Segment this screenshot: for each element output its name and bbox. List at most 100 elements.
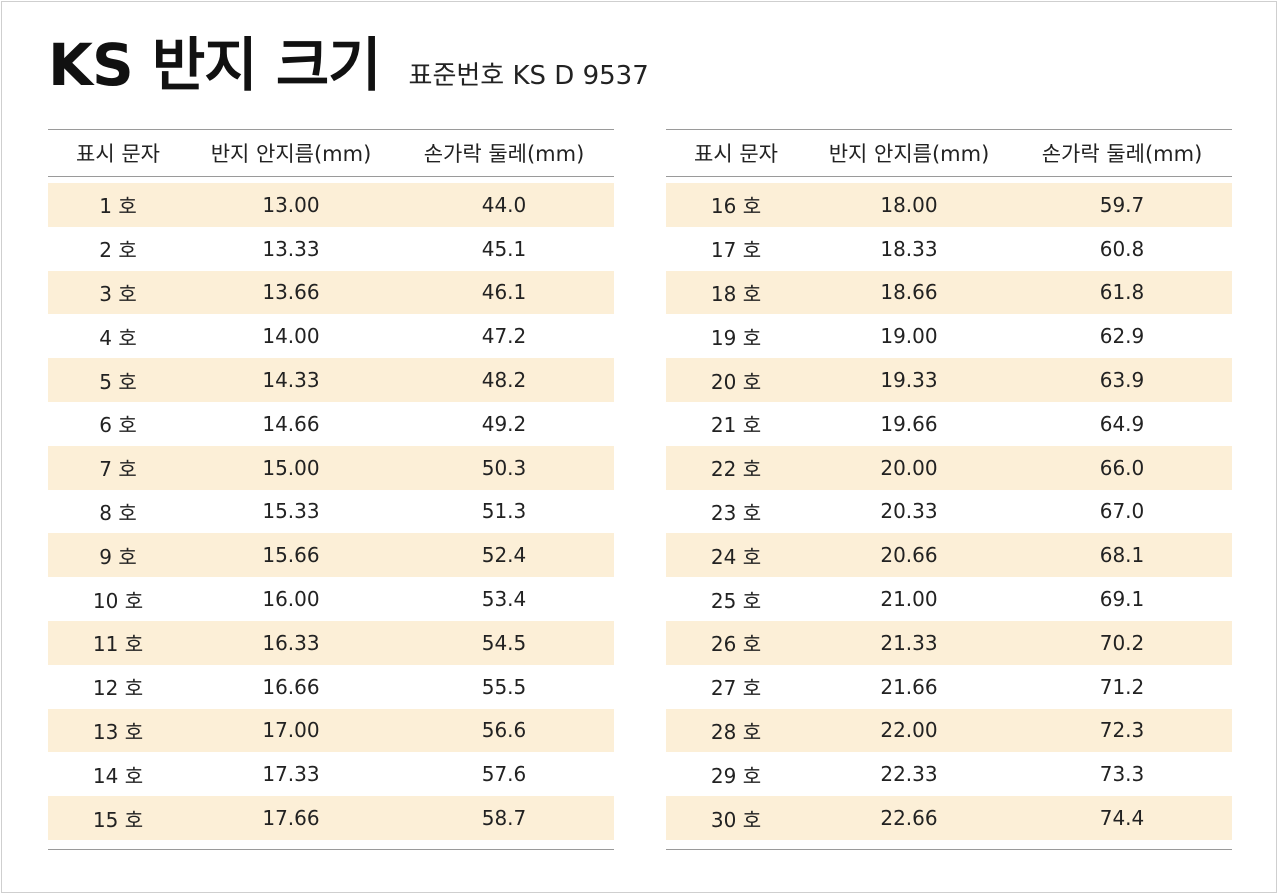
cell-finger-circumference: 71.2 bbox=[1099, 674, 1145, 699]
cell-finger-circumference: 62.9 bbox=[1099, 324, 1145, 349]
cell-inner-diameter: 15.66 bbox=[262, 543, 320, 568]
table-row: 15 호 17.66 58.7 bbox=[48, 796, 614, 840]
cell-inner-diameter: 13.66 bbox=[262, 280, 320, 305]
cell-finger-circumference: 74.4 bbox=[1099, 806, 1145, 831]
table-row: 12 호 16.66 55.5 bbox=[48, 665, 614, 709]
table-row: 2 호 13.33 45.1 bbox=[48, 227, 614, 271]
cell-inner-diameter: 17.66 bbox=[262, 806, 320, 831]
page-title: KS 반지 크기 bbox=[48, 31, 382, 99]
cell-inner-diameter: 21.00 bbox=[880, 587, 938, 612]
cell-mark: 14 호 bbox=[92, 763, 144, 788]
table-row: 11 호 16.33 54.5 bbox=[48, 620, 614, 665]
cell-inner-diameter: 18.33 bbox=[880, 236, 938, 261]
cell-finger-circumference: 54.5 bbox=[481, 630, 527, 655]
cell-finger-circumference: 66.0 bbox=[1099, 455, 1145, 480]
table-row: 30 호 22.66 74.4 bbox=[666, 796, 1232, 840]
cell-mark: 21 호 bbox=[710, 413, 762, 438]
cell-inner-diameter: 19.66 bbox=[880, 411, 938, 436]
table-header: 표시 문자 반지 안지름(mm) 손가락 둘레(mm) bbox=[48, 129, 614, 177]
cell-mark: 30 호 bbox=[710, 807, 762, 832]
cell-finger-circumference: 73.3 bbox=[1099, 762, 1145, 787]
table-row: 20 호 19.33 63.9 bbox=[666, 358, 1232, 402]
cell-inner-diameter: 22.33 bbox=[880, 762, 938, 787]
table-row: 3 호 13.66 46.1 bbox=[48, 270, 614, 315]
cell-finger-circumference: 69.1 bbox=[1099, 587, 1145, 612]
cell-finger-circumference: 56.6 bbox=[481, 718, 527, 743]
table-row: 27 호 21.66 71.2 bbox=[666, 665, 1232, 709]
cell-mark: 17 호 bbox=[710, 238, 762, 263]
cell-mark: 9 호 bbox=[99, 544, 137, 569]
cell-mark: 24 호 bbox=[710, 544, 762, 569]
cell-inner-diameter: 17.00 bbox=[262, 718, 320, 743]
cell-finger-circumference: 46.1 bbox=[481, 280, 527, 305]
cell-finger-circumference: 58.7 bbox=[481, 806, 527, 831]
table-row: 9 호 15.66 52.4 bbox=[48, 533, 614, 578]
cell-inner-diameter: 13.33 bbox=[262, 236, 320, 261]
cell-mark: 3 호 bbox=[99, 281, 137, 306]
table-row: 8 호 15.33 51.3 bbox=[48, 490, 614, 534]
cell-finger-circumference: 51.3 bbox=[481, 499, 527, 524]
table-row: 19 호 19.00 62.9 bbox=[666, 314, 1232, 358]
table-body: 16 호 18.00 59.7 17 호 18.33 60.8 18 호 18.66 61.8 1… bbox=[666, 183, 1232, 840]
table-row: 14 호 17.33 57.6 bbox=[48, 752, 614, 796]
cell-finger-circumference: 59.7 bbox=[1099, 192, 1145, 217]
header-finger-circumference: 손가락 둘레(mm) bbox=[1041, 142, 1203, 166]
cell-inner-diameter: 20.66 bbox=[880, 543, 938, 568]
cell-mark: 2 호 bbox=[99, 238, 137, 263]
title-block: KS 반지 크기 표준번호 KS D 9537 bbox=[48, 28, 649, 100]
cell-mark: 20 호 bbox=[710, 369, 762, 394]
cell-finger-circumference: 50.3 bbox=[481, 455, 527, 480]
cell-inner-diameter: 20.33 bbox=[880, 499, 938, 524]
table-row: 4 호 14.00 47.2 bbox=[48, 314, 614, 358]
cell-mark: 22 호 bbox=[710, 457, 762, 482]
cell-inner-diameter: 19.33 bbox=[880, 368, 938, 393]
table-row: 17 호 18.33 60.8 bbox=[666, 227, 1232, 271]
header-mark: 표시 문자 bbox=[76, 142, 160, 166]
table-row: 7 호 15.00 50.3 bbox=[48, 445, 614, 490]
table-bottom-rule bbox=[48, 848, 614, 850]
cell-inner-diameter: 18.00 bbox=[880, 192, 938, 217]
cell-inner-diameter: 15.33 bbox=[262, 499, 320, 524]
cell-finger-circumference: 70.2 bbox=[1099, 630, 1145, 655]
cell-mark: 19 호 bbox=[710, 325, 762, 350]
cell-inner-diameter: 20.00 bbox=[880, 455, 938, 480]
cell-mark: 7 호 bbox=[99, 457, 137, 482]
table-row: 10 호 16.00 53.4 bbox=[48, 577, 614, 621]
cell-finger-circumference: 72.3 bbox=[1099, 718, 1145, 743]
cell-mark: 25 호 bbox=[710, 588, 762, 613]
standard-number: 표준번호 KS D 9537 bbox=[408, 61, 649, 91]
cell-inner-diameter: 21.33 bbox=[880, 630, 938, 655]
cell-inner-diameter: 22.00 bbox=[880, 718, 938, 743]
cell-mark: 12 호 bbox=[92, 676, 144, 701]
header-finger-circumference: 손가락 둘레(mm) bbox=[423, 142, 585, 166]
cell-inner-diameter: 18.66 bbox=[880, 280, 938, 305]
cell-mark: 23 호 bbox=[710, 500, 762, 525]
header-mark: 표시 문자 bbox=[694, 142, 778, 166]
cell-inner-diameter: 14.00 bbox=[262, 324, 320, 349]
cell-finger-circumference: 53.4 bbox=[481, 587, 527, 612]
table-row: 16 호 18.00 59.7 bbox=[666, 183, 1232, 227]
cell-mark: 10 호 bbox=[92, 588, 144, 613]
cell-mark: 8 호 bbox=[99, 500, 137, 525]
cell-mark: 27 호 bbox=[710, 676, 762, 701]
table-header: 표시 문자 반지 안지름(mm) 손가락 둘레(mm) bbox=[666, 129, 1232, 177]
cell-mark: 1 호 bbox=[99, 194, 137, 219]
cell-finger-circumference: 67.0 bbox=[1099, 499, 1145, 524]
table-row: 24 호 20.66 68.1 bbox=[666, 533, 1232, 578]
table-row: 13 호 17.00 56.6 bbox=[48, 708, 614, 753]
cell-mark: 6 호 bbox=[99, 413, 137, 438]
cell-inner-diameter: 21.66 bbox=[880, 674, 938, 699]
cell-inner-diameter: 22.66 bbox=[880, 806, 938, 831]
table-bottom-rule bbox=[666, 848, 1232, 850]
table-row: 25 호 21.00 69.1 bbox=[666, 577, 1232, 621]
cell-mark: 4 호 bbox=[99, 325, 137, 350]
table-row: 26 호 21.33 70.2 bbox=[666, 620, 1232, 665]
cell-mark: 16 호 bbox=[710, 194, 762, 219]
cell-inner-diameter: 19.00 bbox=[880, 324, 938, 349]
cell-inner-diameter: 16.66 bbox=[262, 674, 320, 699]
table-row: 21 호 19.66 64.9 bbox=[666, 402, 1232, 446]
cell-mark: 13 호 bbox=[92, 719, 144, 744]
cell-inner-diameter: 14.66 bbox=[262, 411, 320, 436]
table-row: 23 호 20.33 67.0 bbox=[666, 490, 1232, 534]
cell-inner-diameter: 16.00 bbox=[262, 587, 320, 612]
